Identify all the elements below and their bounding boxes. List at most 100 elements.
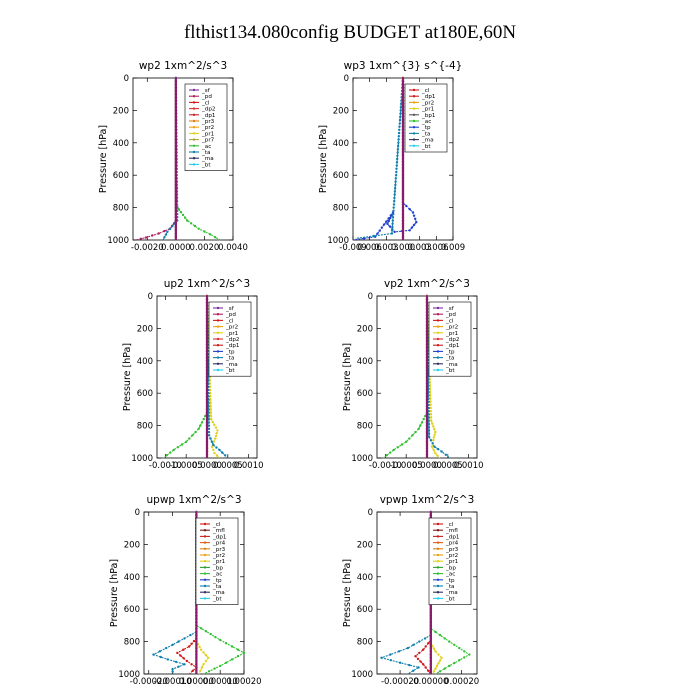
legend-marker <box>203 597 207 600</box>
data-point <box>385 220 388 223</box>
y-tick-label: 600 <box>137 389 153 399</box>
data-point <box>391 219 394 222</box>
data-point <box>204 630 208 633</box>
data-point <box>398 128 401 131</box>
data-point <box>168 227 171 231</box>
data-point <box>399 109 402 112</box>
data-point <box>396 446 399 449</box>
data-point <box>391 225 394 229</box>
data-point <box>427 422 431 426</box>
legend-entry: _bp <box>212 565 223 571</box>
legend-marker <box>436 547 440 550</box>
data-point <box>186 219 189 222</box>
data-point <box>440 450 443 453</box>
legend-entry: _mfl <box>212 528 225 534</box>
data-point <box>179 210 183 214</box>
data-point <box>199 424 202 427</box>
data-point <box>397 135 400 138</box>
data-point <box>163 236 166 239</box>
y-tick-label: 1000 <box>131 454 153 464</box>
data-point <box>463 650 466 653</box>
data-point <box>207 656 210 659</box>
x-tick-label: 0.003 <box>374 243 398 253</box>
y-tick-label: 0 <box>148 292 153 302</box>
data-point <box>166 230 169 234</box>
legend-entry: _pr2 <box>421 100 434 106</box>
data-point <box>410 226 414 229</box>
data-point <box>392 448 395 452</box>
legend-entry: _dp2 <box>445 337 459 343</box>
data-point <box>213 423 216 426</box>
data-point <box>208 385 212 388</box>
data-point <box>408 208 411 211</box>
x-tick-label: 0.0000 <box>192 461 222 471</box>
legend-marker <box>412 144 416 147</box>
y-tick-label: 600 <box>333 171 349 181</box>
legend-entry: _dp1 <box>225 343 240 349</box>
data-point <box>397 141 400 144</box>
y-tick-label: 400 <box>137 357 153 367</box>
legend-marker <box>192 132 196 135</box>
x-tick-label: 0.0000 <box>161 243 191 253</box>
data-point <box>432 670 436 673</box>
legend-entry: _ta <box>212 584 221 590</box>
data-point <box>438 633 442 637</box>
data-point <box>414 430 417 434</box>
y-tick-label: 200 <box>357 324 373 334</box>
x-tick-label: 0.00000 <box>179 677 214 687</box>
data-point <box>216 429 219 432</box>
data-point <box>219 664 222 668</box>
legend-marker <box>216 356 220 359</box>
legend-marker <box>203 566 207 569</box>
data-point <box>171 225 174 228</box>
panel-title: up2 1xm^2/s^3 <box>164 278 250 290</box>
data-point <box>453 661 456 665</box>
y-tick-label: 200 <box>333 106 349 116</box>
data-point <box>218 448 221 452</box>
legend-entry: _pr2 <box>445 325 458 331</box>
legend-marker <box>412 138 416 141</box>
legend-entry: _sf <box>201 88 211 94</box>
legend-marker <box>216 331 220 334</box>
legend-marker <box>412 113 416 117</box>
data-point <box>192 639 196 643</box>
data-point <box>396 151 399 154</box>
data-point <box>171 667 174 671</box>
x-tick-label: 0.00020 <box>226 677 261 687</box>
data-point <box>412 643 415 646</box>
legend-marker <box>216 313 220 316</box>
data-point <box>397 131 401 135</box>
legend-entry: _cl <box>445 522 454 528</box>
data-point <box>190 663 193 666</box>
legend-entry: _tp <box>445 349 455 355</box>
legend-entry: _pr1 <box>201 131 215 137</box>
data-point <box>434 650 437 653</box>
legend-marker <box>192 113 196 117</box>
legend-marker <box>192 101 196 104</box>
legend-entry: _pr3 <box>201 119 215 125</box>
y-axis-label: Pressure [hPa] <box>122 343 133 411</box>
data-point <box>438 659 442 662</box>
legend-entry: _tp <box>212 578 222 584</box>
data-point <box>207 434 211 437</box>
data-point <box>424 645 427 648</box>
data-point <box>163 229 166 233</box>
data-point <box>417 427 420 430</box>
data-point <box>397 650 401 653</box>
panel-2: up2 1xm^2/s^3 Pressure [hPa] 0 200 400 600 800… <box>122 278 264 471</box>
data-point <box>387 217 390 220</box>
y-tick-label: 600 <box>357 389 373 399</box>
data-point <box>393 193 396 196</box>
data-point <box>440 656 443 659</box>
legend-entry: _tp <box>421 125 431 131</box>
legend-entry: _bt <box>212 596 222 602</box>
series-line-ta <box>152 512 197 674</box>
legend-entry: _pr3 <box>212 547 226 553</box>
data-point <box>189 633 192 637</box>
y-tick-label: 800 <box>137 422 153 432</box>
data-point <box>378 229 381 232</box>
data-point <box>209 388 212 392</box>
data-point <box>179 654 182 657</box>
y-tick-label: 1000 <box>351 454 373 464</box>
legend-marker <box>436 560 440 563</box>
